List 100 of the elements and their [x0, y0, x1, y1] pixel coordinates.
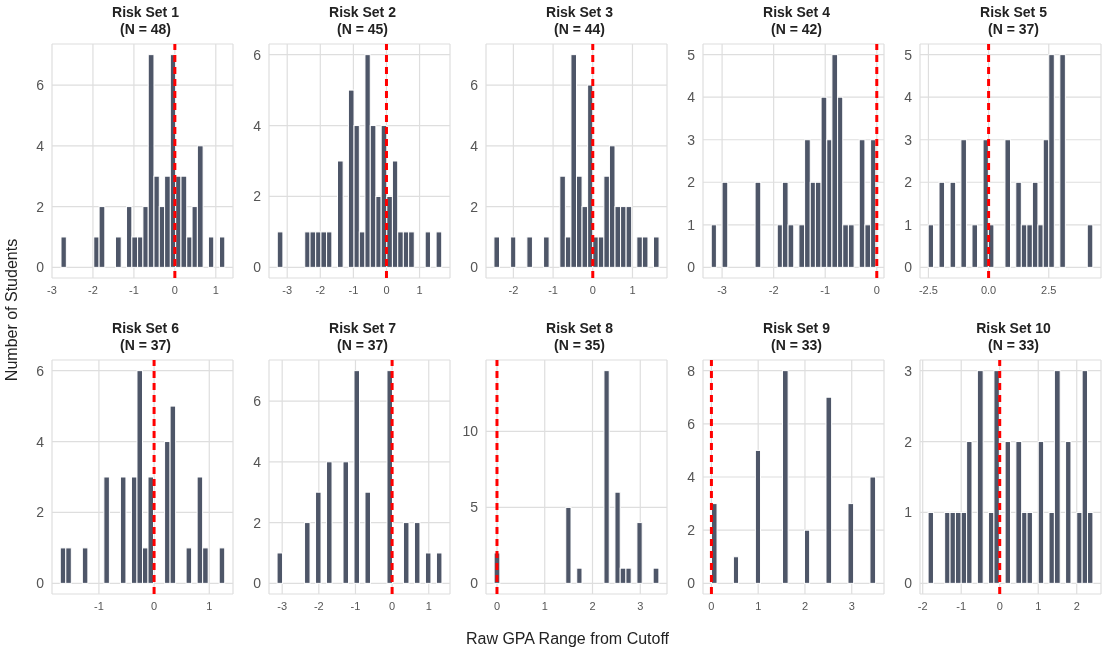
y-tick-label: 0 — [253, 575, 262, 592]
y-tick-label: 8 — [687, 362, 696, 379]
chart-subtitle: (N = 37) — [119, 337, 172, 354]
x-tick-label: 0 — [493, 599, 501, 612]
x-tick-label: 0 — [873, 283, 880, 296]
y-tick-label: 2 — [904, 174, 913, 191]
x-tick-label: 2 — [801, 599, 809, 612]
x-tick-label: 1 — [206, 599, 213, 612]
y-tick-label: 2 — [36, 504, 45, 521]
x-tick-label: 2.5 — [1041, 283, 1057, 296]
y-tick-label: 0 — [470, 575, 479, 592]
x-tick-label: -1 — [820, 283, 831, 296]
chart-subtitle: (N = 33) — [987, 337, 1040, 354]
x-tick-label: 0 — [383, 283, 390, 296]
x-tick-label: -2 — [88, 283, 98, 296]
chart-title: Risk Set 2 — [328, 4, 397, 21]
y-tick-label: 4 — [470, 137, 479, 154]
x-tick-label: -2 — [313, 599, 324, 612]
x-tick-label: 0.0 — [980, 283, 997, 296]
y-tick-label: 4 — [253, 453, 262, 470]
x-tick-label: -2 — [768, 283, 779, 296]
chart-title: Risk Set 4 — [762, 4, 831, 21]
x-tick-label: 0 — [151, 599, 158, 612]
x-tick-label: -1 — [94, 599, 104, 612]
y-tick-label: 1 — [904, 504, 913, 521]
x-tick-label: 1 — [1035, 599, 1042, 612]
y-tick-label: 5 — [687, 46, 696, 63]
y-tick-label: 2 — [904, 433, 913, 450]
x-tick-label: 1 — [755, 599, 762, 612]
x-tick-label: -3 — [47, 283, 57, 296]
x-tick-label: -2 — [917, 599, 928, 612]
y-tick-label: 2 — [687, 174, 696, 191]
chart-title: Risk Set 7 — [328, 320, 397, 337]
y-tick-label: 4 — [253, 117, 262, 134]
x-tick-label: -3 — [282, 283, 293, 296]
y-tick-label: 6 — [36, 362, 45, 379]
chart-subtitle: (N = 35) — [553, 337, 606, 354]
chart-title: Risk Set 10 — [975, 320, 1052, 337]
y-tick-label: 4 — [687, 89, 696, 106]
y-tick-label: 4 — [36, 137, 45, 154]
x-tick-label: -1 — [129, 283, 139, 296]
x-tick-label: 3 — [637, 599, 644, 612]
y-tick-label: 2 — [253, 188, 262, 205]
x-tick-label: -1 — [956, 599, 967, 612]
x-axis-title: Raw GPA Range from Cutoff — [464, 630, 671, 648]
x-tick-label: 1 — [416, 283, 423, 296]
x-tick-label: -1 — [348, 283, 359, 296]
y-tick-label: 4 — [904, 89, 913, 106]
y-tick-label: 6 — [36, 77, 45, 93]
x-tick-label: 0 — [589, 283, 596, 296]
y-tick-label: 1 — [904, 216, 913, 233]
chart-title: Risk Set 3 — [545, 4, 614, 21]
x-tick-label: -1 — [350, 599, 361, 612]
chart-title: Risk Set 6 — [111, 320, 180, 337]
x-tick-label: 2 — [1073, 599, 1080, 612]
y-tick-label: 6 — [470, 77, 479, 93]
x-tick-label: 2 — [589, 599, 596, 612]
y-tick-label: 0 — [687, 259, 696, 276]
x-tick-label: 0 — [389, 599, 396, 612]
chart-subtitle: (N = 44) — [553, 21, 606, 38]
x-tick-label: 0 — [996, 599, 1003, 612]
x-tick-label: 1 — [425, 599, 432, 612]
y-tick-label: 2 — [253, 514, 262, 531]
x-tick-label: 1 — [212, 283, 219, 296]
chart-title: Risk Set 9 — [762, 320, 831, 337]
x-tick-label: 0 — [708, 599, 715, 612]
chart-title: Risk Set 8 — [545, 320, 614, 337]
y-tick-label: 5 — [904, 46, 913, 63]
chart-title: Risk Set 1 — [111, 4, 180, 21]
y-tick-label: 6 — [687, 415, 696, 432]
x-tick-label: -2.5 — [918, 283, 938, 296]
y-tick-label: 6 — [253, 46, 262, 63]
y-tick-label: 3 — [687, 131, 696, 148]
x-tick-label: -1 — [548, 283, 558, 296]
y-tick-label: 0 — [36, 575, 45, 592]
x-tick-label: -3 — [277, 599, 288, 612]
chart-subtitle: (N = 48) — [119, 21, 172, 38]
y-tick-label: 4 — [687, 468, 696, 485]
x-tick-label: 0 — [171, 283, 178, 296]
chart-subtitle: (N = 37) — [987, 21, 1040, 38]
y-tick-label: 0 — [687, 575, 696, 592]
y-tick-label: 1 — [687, 216, 696, 233]
y-tick-label: 0 — [470, 259, 479, 276]
x-tick-label: -3 — [717, 283, 727, 296]
y-tick-label: 3 — [904, 362, 913, 379]
y-tick-label: 0 — [36, 259, 45, 276]
chart-title: Risk Set 5 — [979, 4, 1048, 21]
y-tick-label: 4 — [36, 433, 45, 450]
x-tick-label: 1 — [629, 283, 636, 296]
chart-subtitle: (N = 45) — [336, 21, 389, 38]
y-tick-label: 2 — [470, 198, 479, 215]
y-tick-label: 3 — [904, 131, 913, 148]
y-tick-label: 0 — [904, 575, 913, 592]
chart-subtitle: (N = 33) — [770, 337, 823, 354]
y-tick-label: 0 — [253, 259, 262, 276]
chart-subtitle: (N = 37) — [336, 337, 389, 354]
y-tick-label: 2 — [36, 198, 45, 215]
y-tick-label: 10 — [462, 423, 479, 440]
x-tick-label: -2 — [508, 283, 519, 296]
x-tick-label: 1 — [541, 599, 548, 612]
